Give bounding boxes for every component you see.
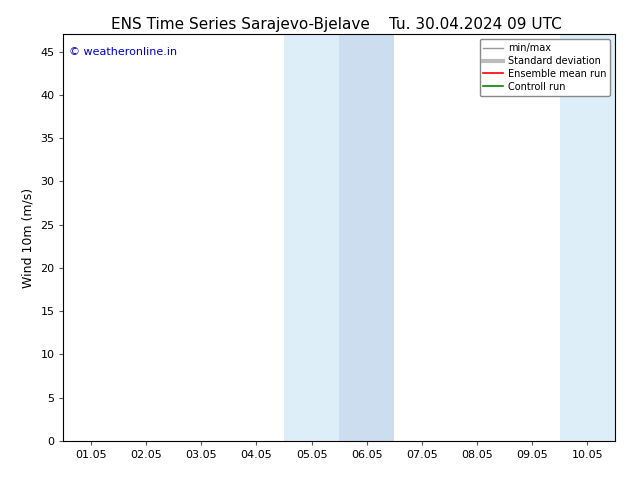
Legend: min/max, Standard deviation, Ensemble mean run, Controll run: min/max, Standard deviation, Ensemble me… bbox=[479, 39, 610, 96]
Bar bbox=[339, 34, 394, 441]
Text: Tu. 30.04.2024 09 UTC: Tu. 30.04.2024 09 UTC bbox=[389, 17, 562, 32]
Bar bbox=[560, 34, 615, 441]
Bar bbox=[284, 34, 339, 441]
Text: © weatheronline.in: © weatheronline.in bbox=[69, 47, 177, 56]
Y-axis label: Wind 10m (m/s): Wind 10m (m/s) bbox=[22, 188, 35, 288]
Text: ENS Time Series Sarajevo-Bjelave: ENS Time Series Sarajevo-Bjelave bbox=[112, 17, 370, 32]
